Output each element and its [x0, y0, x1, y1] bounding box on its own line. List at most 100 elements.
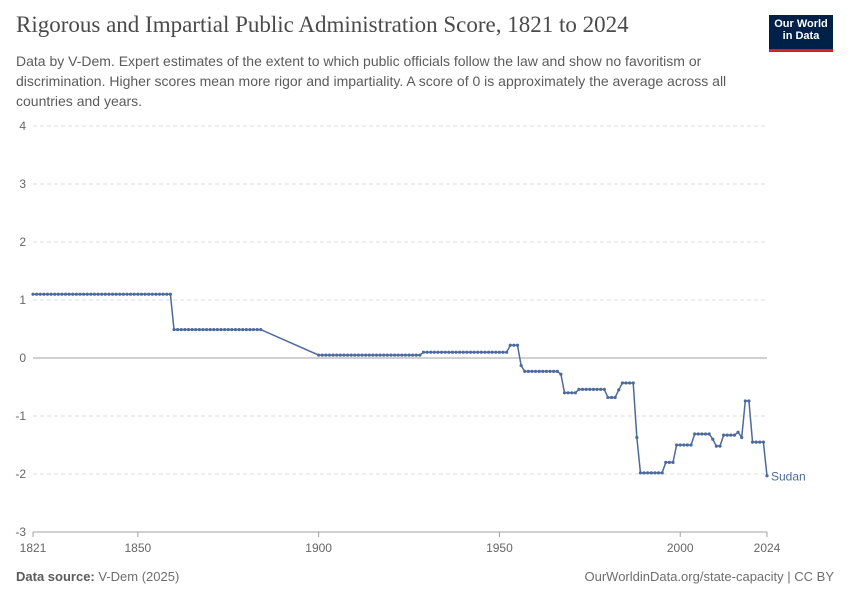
data-point — [750, 440, 755, 444]
data-point — [732, 433, 737, 437]
data-point — [421, 350, 426, 354]
data-source-link[interactable]: V-Dem (2025) — [98, 569, 180, 584]
data-point — [45, 292, 50, 296]
data-point — [533, 369, 538, 373]
data-point — [454, 350, 458, 354]
data-point — [501, 350, 505, 354]
data-point — [208, 327, 212, 332]
y-tick-label: 4 — [19, 119, 26, 133]
data-source: Data source: V-Dem (2025) — [16, 569, 179, 584]
data-point — [139, 292, 144, 296]
data-point — [693, 432, 697, 436]
chart-subtitle: Data by V-Dem. Expert estimates of the e… — [16, 53, 727, 109]
data-point — [765, 474, 769, 478]
data-point — [85, 292, 89, 296]
data-point — [432, 350, 436, 354]
y-tick-label: 1 — [19, 293, 26, 307]
data-point — [42, 292, 46, 296]
data-point — [631, 381, 635, 385]
data-point — [718, 444, 722, 448]
data-point — [255, 327, 259, 332]
data-point — [89, 292, 93, 296]
data-point — [711, 437, 715, 441]
data-point — [345, 353, 350, 357]
data-point — [248, 327, 252, 332]
data-point — [49, 292, 53, 296]
y-tick-label: 0 — [19, 351, 26, 365]
data-point — [656, 471, 661, 475]
data-point — [367, 353, 371, 357]
data-point — [667, 460, 671, 464]
data-point — [483, 350, 487, 354]
data-point — [685, 443, 690, 447]
data-point — [157, 292, 162, 296]
data-point — [53, 292, 57, 296]
y-tick-label: -2 — [15, 467, 26, 481]
data-point — [400, 353, 404, 357]
data-point — [396, 353, 400, 357]
data-point — [696, 432, 700, 436]
data-point — [729, 433, 733, 437]
data-point — [541, 369, 545, 373]
data-point — [74, 292, 78, 296]
data-point — [544, 369, 549, 373]
x-tick-label: 1900 — [305, 541, 332, 555]
data-point — [356, 353, 361, 357]
data-point — [761, 440, 765, 444]
data-point — [490, 350, 494, 354]
owid-logo[interactable]: Our World in Data — [769, 15, 833, 52]
data-point — [215, 327, 219, 332]
data-point — [353, 353, 357, 357]
data-point — [447, 350, 451, 354]
data-point — [515, 343, 520, 347]
data-point — [414, 353, 418, 357]
series-line-sudan — [33, 293, 768, 476]
data-point — [584, 387, 588, 391]
data-point — [743, 399, 747, 403]
data-point — [161, 292, 165, 296]
data-point — [71, 292, 75, 296]
y-tick-label: 2 — [19, 235, 26, 249]
data-point — [320, 353, 324, 357]
data-point — [219, 327, 223, 332]
data-point — [147, 292, 151, 296]
data-point — [595, 387, 599, 391]
series-label: Sudan — [771, 470, 806, 484]
line-chart: 4 3 2 1 0 -1 -2 -3 1821 1850 1900 1950 2000 2024 Sudan — [15, 119, 806, 555]
data-point — [389, 353, 393, 357]
data-point — [374, 353, 379, 357]
data-point — [197, 327, 201, 332]
data-point — [609, 395, 614, 400]
data-point — [439, 350, 444, 354]
data-point — [212, 327, 216, 332]
data-point — [530, 369, 534, 373]
data-point — [747, 399, 751, 403]
data-point — [642, 471, 646, 475]
data-point — [468, 350, 473, 354]
footer-link[interactable]: OurWorldinData.org/state-capacity | CC B… — [584, 569, 834, 584]
data-point — [714, 444, 718, 448]
data-point — [588, 387, 592, 391]
data-point — [63, 292, 68, 296]
data-point — [505, 350, 509, 354]
data-point — [201, 327, 205, 332]
data-point — [143, 292, 147, 296]
data-point — [418, 353, 422, 357]
data-point — [349, 353, 353, 357]
data-point — [494, 350, 498, 354]
data-point — [150, 292, 154, 296]
data-point — [324, 353, 328, 357]
data-point — [722, 433, 726, 437]
data-point — [342, 353, 346, 357]
data-point — [602, 387, 606, 391]
data-point — [168, 292, 172, 296]
data-point — [338, 353, 342, 357]
data-point — [526, 369, 530, 373]
data-point — [678, 443, 682, 447]
data-point — [230, 327, 234, 332]
data-point — [125, 292, 129, 296]
data-point — [67, 292, 71, 296]
x-tick-label: 2000 — [667, 541, 694, 555]
data-point — [190, 327, 194, 332]
data-point — [458, 350, 462, 354]
